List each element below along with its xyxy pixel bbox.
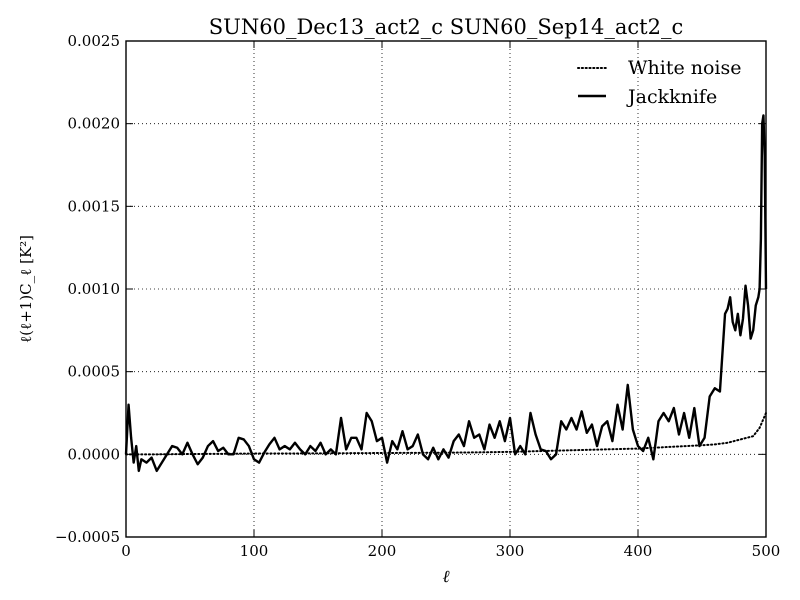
y-tick-label: 0.0000 [68,445,121,463]
y-tick-label: −0.0005 [55,528,120,546]
x-axis-label: ℓ [442,567,449,587]
chart-title: SUN60_Dec13_act2_c SUN60_Sep14_act2_c [209,15,683,39]
series-line-jackknife [124,114,768,473]
y-tick-label: 0.0020 [68,115,121,133]
series-layer [124,114,768,473]
x-tick-label: 500 [752,542,781,560]
legend-label-jackknife: Jackknife [626,86,717,108]
x-tick-label: 400 [624,542,653,560]
y-axis-label: ℓ(ℓ+1)C_ℓ [K²] [17,235,35,343]
axis-ticks: 0 100 200 300 400 500 −0.0005 0.0000 0.0005 0.001… [55,32,780,560]
x-tick-label: 200 [368,542,397,560]
grid-lines [126,41,766,537]
legend: White noise Jackknife [577,57,742,108]
series-line-white-noise [125,412,767,456]
x-tick-label: 100 [240,542,269,560]
y-tick-label: 0.0010 [68,280,121,298]
y-tick-label: 0.0005 [68,363,121,381]
y-tick-label: 0.0015 [68,197,121,215]
legend-label-white-noise: White noise [628,57,742,79]
y-tick-label: 0.0025 [68,32,121,50]
x-tick-label: 300 [496,542,525,560]
x-tick-label: 0 [121,542,131,560]
